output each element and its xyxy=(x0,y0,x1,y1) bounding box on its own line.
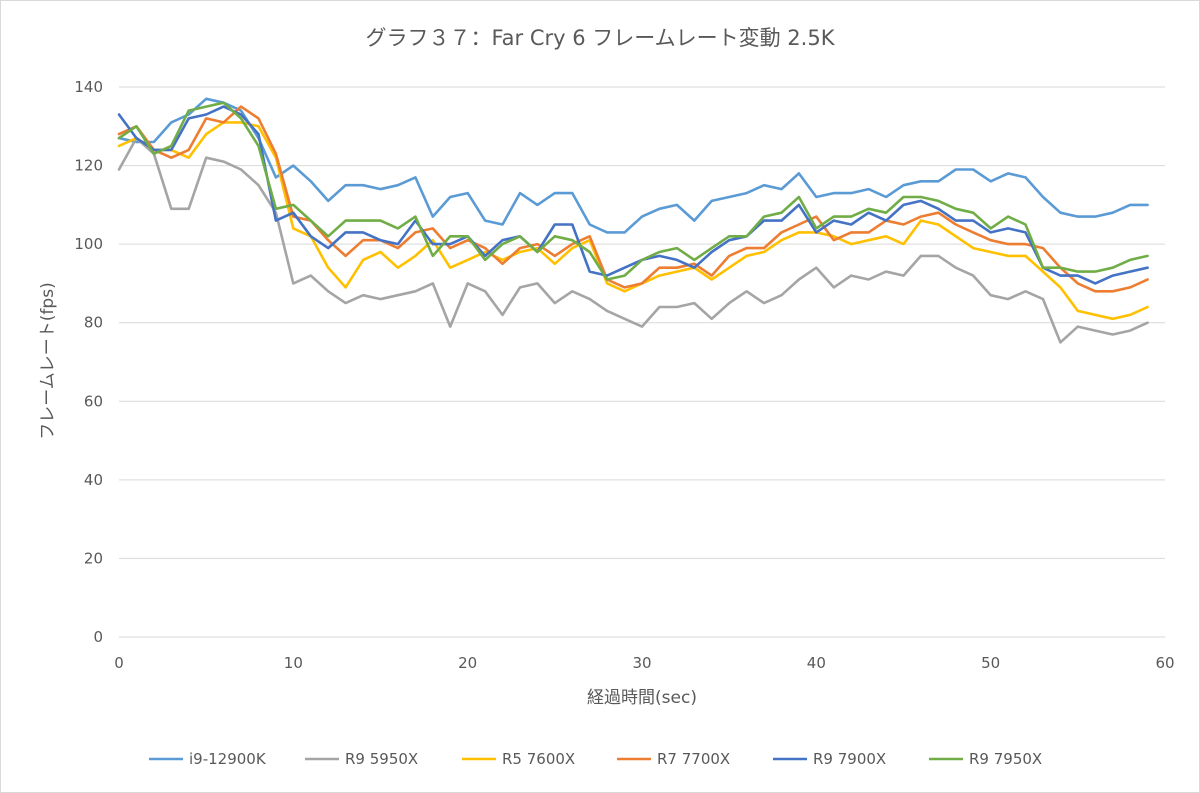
series-line-r9-5950x xyxy=(117,136,1149,344)
x-axis-tick-labels: 0 10 20 30 40 50 60 xyxy=(114,654,1174,672)
x-tick-label: 20 xyxy=(458,654,477,672)
x-tick-label: 0 xyxy=(114,654,124,672)
legend-label: R9 7950X xyxy=(969,750,1042,768)
x-tick-label: 60 xyxy=(1155,654,1174,672)
chart-title: グラフ３７：Far Cry 6 フレームレート変動 2.5K xyxy=(366,26,836,50)
legend-label: R5 7600X xyxy=(502,750,575,768)
y-tick-label: 140 xyxy=(74,78,103,96)
series-line-r5-7600x xyxy=(117,121,1149,321)
y-axis-title: フレームレート(fps) xyxy=(38,282,58,439)
y-tick-label: 80 xyxy=(84,314,103,332)
series-line-r9-7950x xyxy=(117,101,1149,281)
legend-label: i9-12900K xyxy=(189,750,267,768)
x-tick-label: 10 xyxy=(284,654,303,672)
x-tick-label: 30 xyxy=(632,654,651,672)
x-tick-label: 50 xyxy=(981,654,1000,672)
x-axis-title: 経過時間(sec) xyxy=(587,688,697,708)
y-tick-label: 100 xyxy=(74,235,103,253)
y-tick-label: 120 xyxy=(74,157,103,175)
y-tick-label: 0 xyxy=(93,628,103,646)
y-axis-tick-labels: 0 20 40 60 80 100 120 140 xyxy=(74,78,103,646)
x-tick-label: 40 xyxy=(807,654,826,672)
legend-label: R9 7900X xyxy=(813,750,886,768)
legend-label: R9 5950X xyxy=(345,750,418,768)
series-lines xyxy=(117,97,1149,344)
series-line-r9-7900x xyxy=(117,105,1149,285)
y-tick-label: 40 xyxy=(84,471,103,489)
gridlines xyxy=(119,86,1165,638)
series-line-i9-12900k xyxy=(117,97,1149,234)
y-tick-label: 20 xyxy=(84,549,103,567)
legend: i9-12900K R9 5950X R5 7600X R7 7700X R9 7900… xyxy=(149,750,1042,768)
y-tick-label: 60 xyxy=(84,392,103,410)
legend-label: R7 7700X xyxy=(657,750,730,768)
